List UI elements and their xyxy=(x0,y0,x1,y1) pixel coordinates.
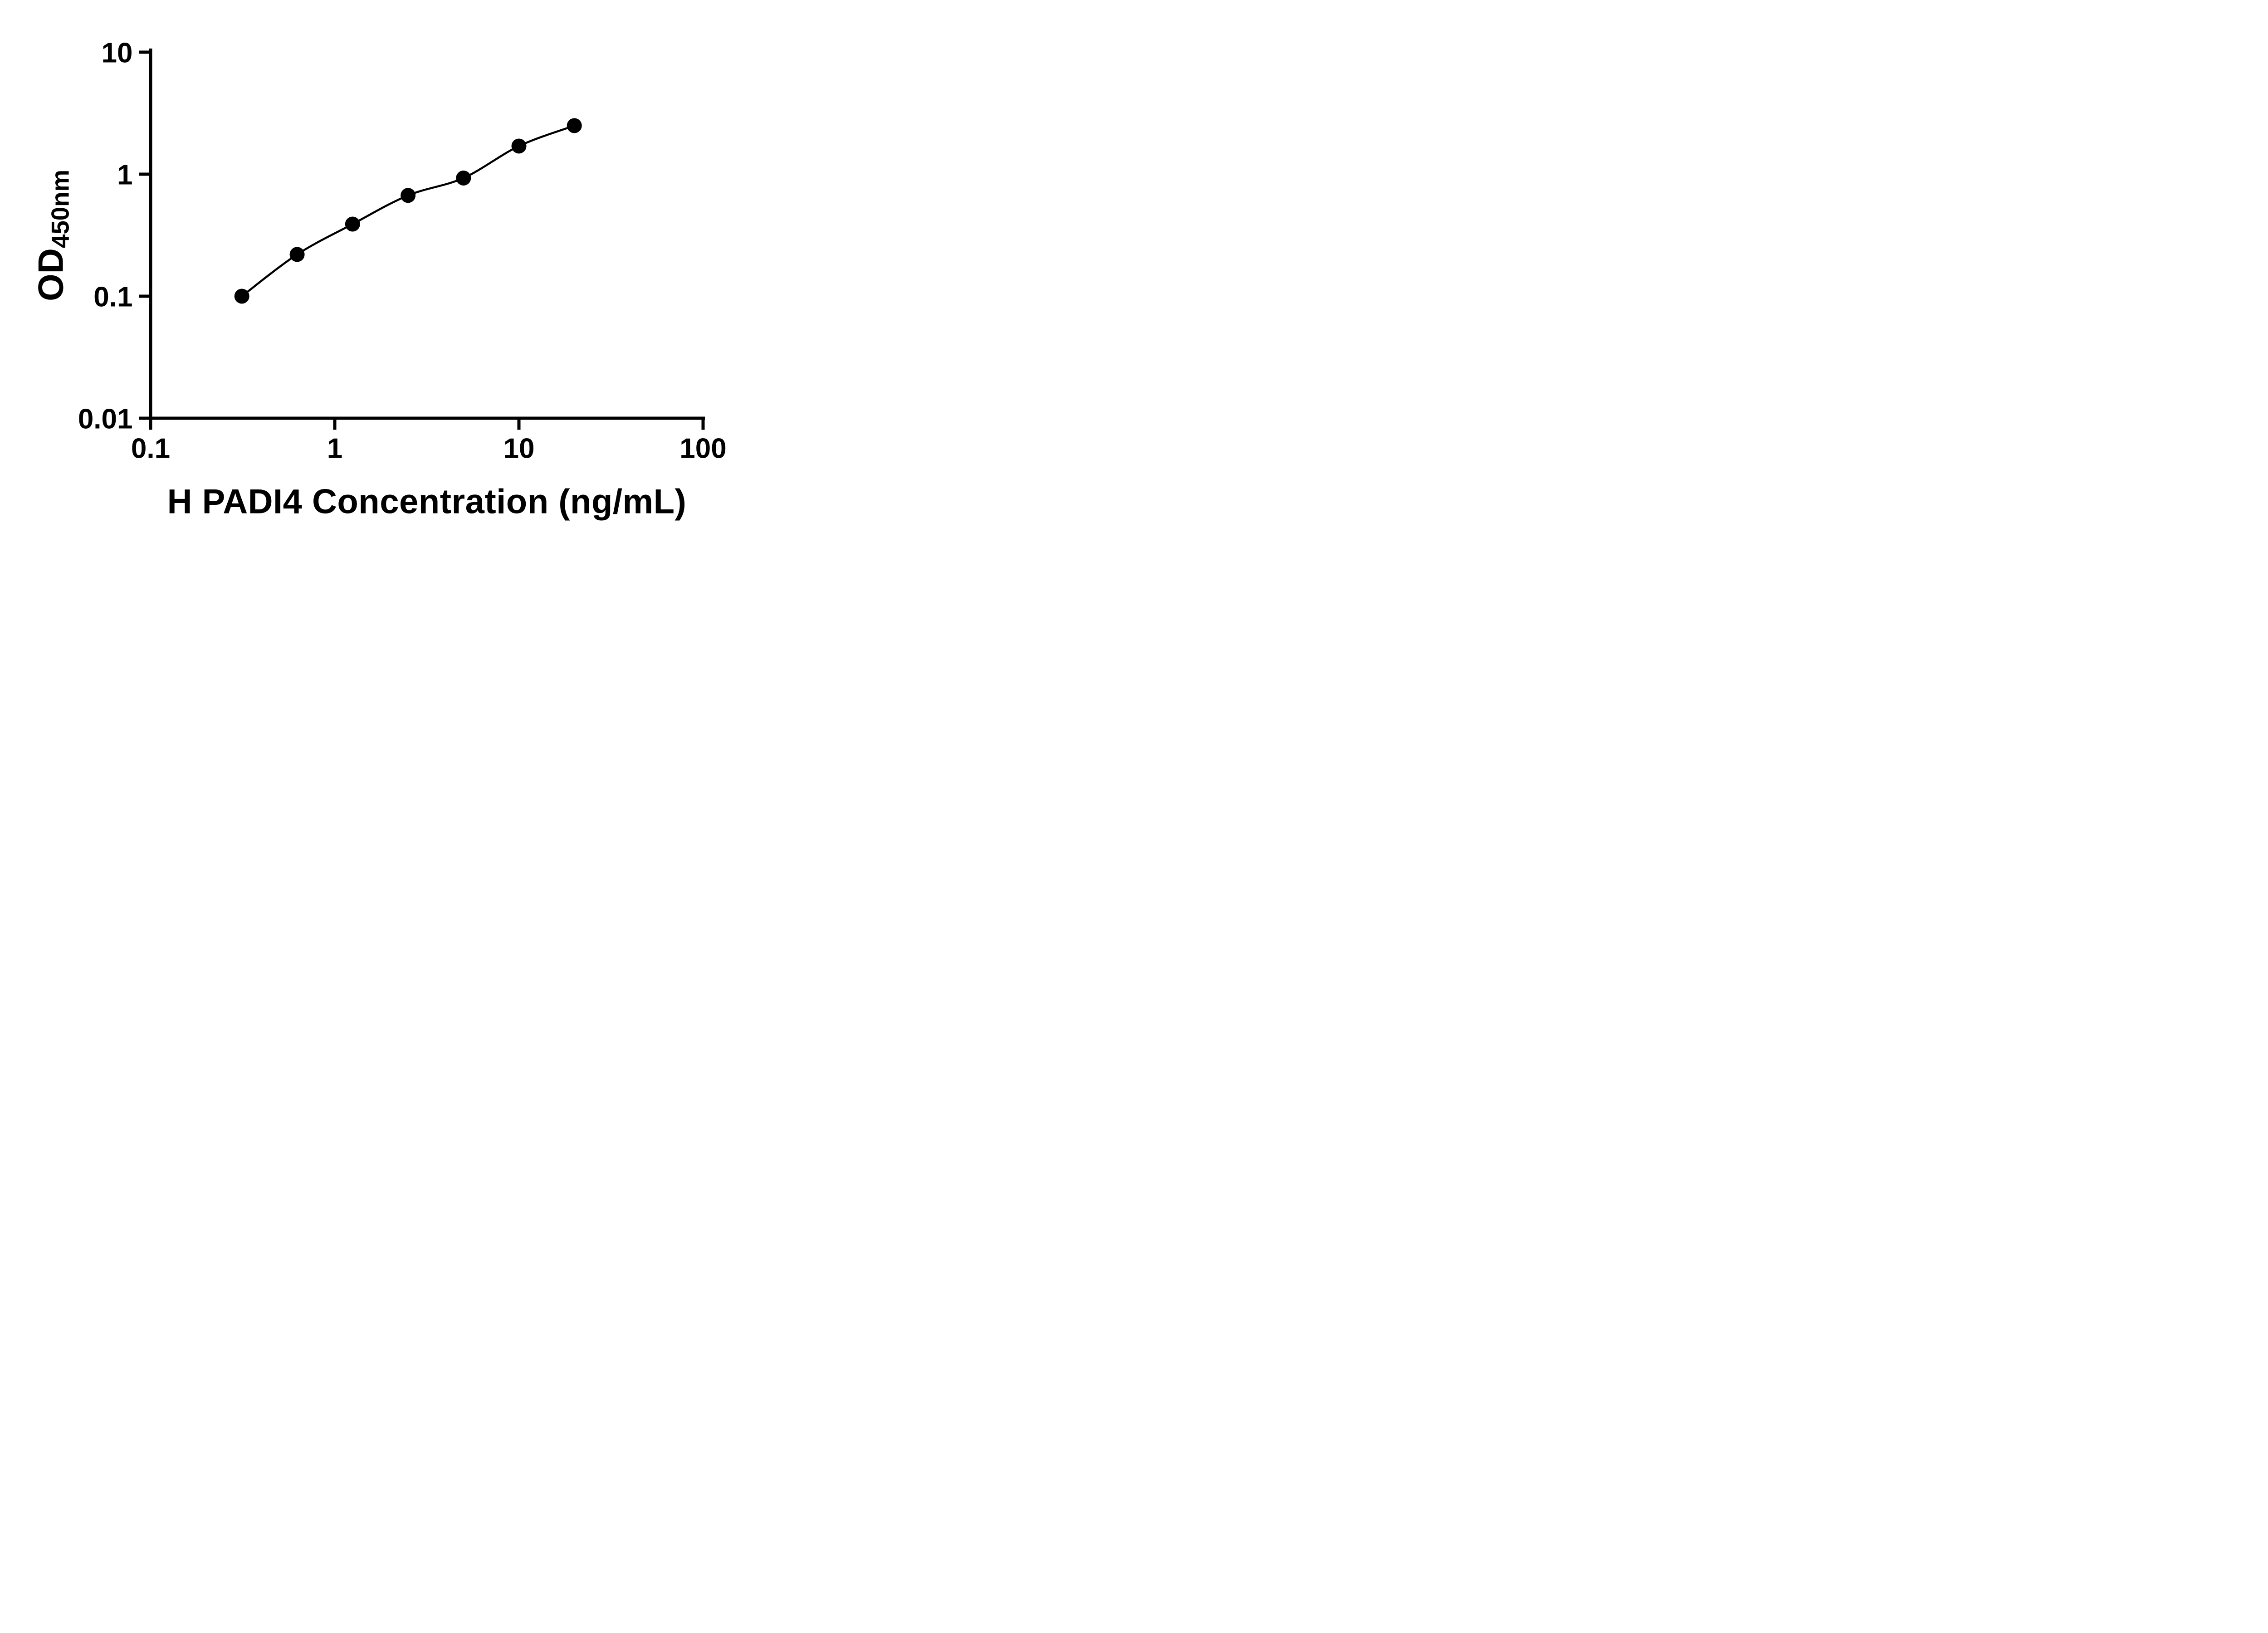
x-axis-title: H PADI4 Concentration (ng/mL) xyxy=(167,482,687,521)
data-point xyxy=(345,216,360,232)
y-axis-tick-label: 1 xyxy=(117,159,132,191)
x-axis-tick-label: 1 xyxy=(327,433,342,464)
x-axis-tick-label: 10 xyxy=(503,433,535,464)
y-axis-title-main: OD xyxy=(30,248,71,301)
data-point xyxy=(567,118,582,133)
data-point xyxy=(234,288,249,304)
y-axis-title: OD450nm xyxy=(30,170,74,301)
y-axis-title-subscript: 450nm xyxy=(46,170,74,248)
axis-lines xyxy=(149,49,705,420)
elisa-standard-curve-figure: 0.1 1 10 100 0.01 0.1 1 10 OD450nm H PADI4 Conc… xyxy=(0,0,776,544)
fit-curve xyxy=(240,124,576,298)
data-point xyxy=(401,188,416,203)
x-axis-tick-label: 0.1 xyxy=(131,433,170,464)
data-point xyxy=(511,138,527,154)
x-axis-tick-label: 100 xyxy=(679,433,726,464)
y-axis-tick-label: 10 xyxy=(102,37,133,68)
y-axis-tick-label: 0.01 xyxy=(78,403,133,435)
data-point xyxy=(456,171,471,186)
data-point xyxy=(289,247,305,262)
y-axis-tick-label: 0.1 xyxy=(93,281,132,313)
